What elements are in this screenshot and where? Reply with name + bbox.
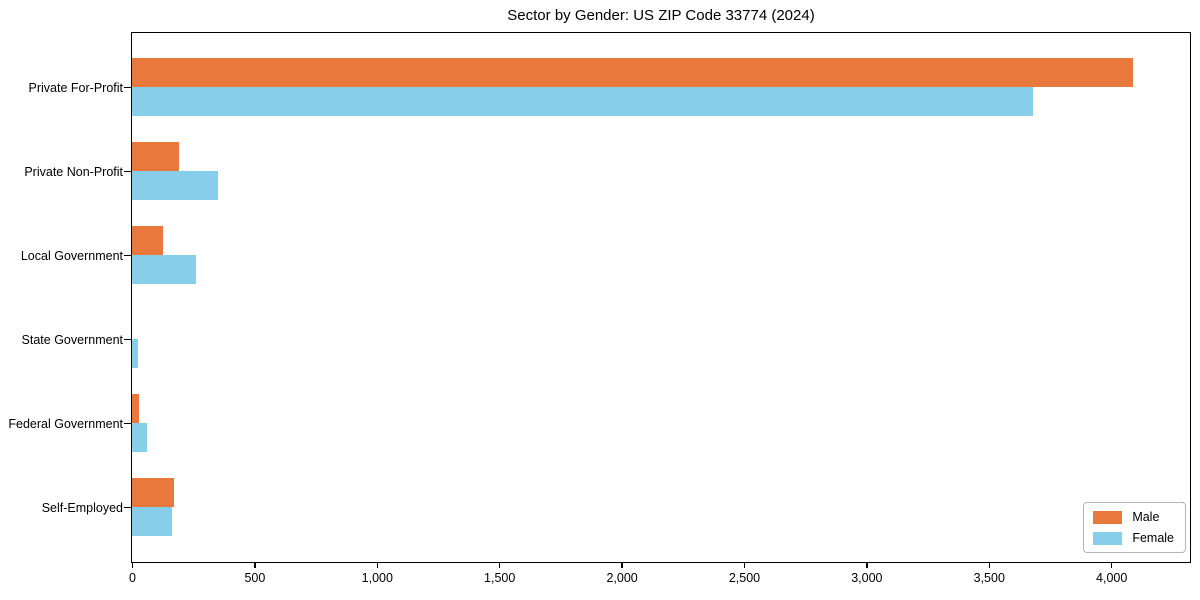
- x-tick-label: 1,500: [484, 571, 516, 585]
- x-tick-mark: [376, 562, 379, 568]
- x-tick-mark: [988, 562, 990, 568]
- y-tick-label: Private For-Profit: [28, 80, 123, 95]
- legend-item-female: Female: [1093, 531, 1174, 545]
- bar-female-3: [132, 339, 139, 368]
- bar-male-1: [132, 142, 179, 171]
- x-tick-mark: [621, 562, 623, 568]
- y-tick-mark: [124, 506, 131, 509]
- x-tick-mark: [498, 562, 501, 568]
- x-tick-mark: [1110, 562, 1113, 568]
- x-tick-mark: [743, 562, 746, 568]
- x-tick-label: 1,000: [361, 571, 393, 585]
- plot-area: Male Female: [131, 32, 1191, 563]
- y-tick-mark: [124, 254, 131, 257]
- bar-male-0: [132, 58, 1134, 87]
- bar-female-5: [132, 507, 173, 536]
- x-tick-mark: [866, 562, 868, 568]
- legend-swatch-male: [1093, 510, 1123, 524]
- y-tick-label: Private Non-Profit: [24, 164, 123, 179]
- y-tick-label: Local Government: [20, 248, 123, 263]
- y-tick-label: Federal Government: [8, 416, 123, 431]
- legend-label: Female: [1132, 531, 1174, 545]
- y-tick-label: Self-Employed: [41, 500, 123, 515]
- legend-label: Male: [1132, 510, 1160, 524]
- y-tick-mark: [124, 338, 131, 341]
- y-tick-label: State Government: [21, 332, 123, 347]
- x-tick-label: 2,500: [728, 571, 761, 585]
- x-tick-label: 2,000: [606, 571, 638, 585]
- x-tick-label: 500: [244, 571, 266, 585]
- x-tick-label: 3,500: [973, 571, 1005, 585]
- bar-female-4: [132, 423, 147, 452]
- bar-male-2: [132, 226, 163, 255]
- x-tick-mark: [254, 562, 256, 568]
- legend-item-male: Male: [1093, 510, 1174, 524]
- bar-female-2: [132, 255, 196, 284]
- x-tick-mark: [131, 562, 134, 568]
- bar-female-1: [132, 171, 218, 200]
- bar-male-5: [132, 478, 174, 507]
- x-tick-label: 4,000: [1096, 571, 1128, 585]
- legend: Male Female: [1083, 502, 1186, 553]
- bar-female-0: [132, 87, 1033, 116]
- y-tick-mark: [124, 86, 131, 89]
- bar-male-4: [132, 394, 140, 423]
- y-tick-mark: [124, 422, 131, 425]
- x-tick-label: 3,000: [851, 571, 883, 585]
- x-tick-label: 0: [129, 571, 136, 585]
- chart-title: Sector by Gender: US ZIP Code 33774 (202…: [507, 7, 815, 24]
- legend-swatch-female: [1093, 531, 1123, 545]
- y-tick-mark: [124, 170, 131, 173]
